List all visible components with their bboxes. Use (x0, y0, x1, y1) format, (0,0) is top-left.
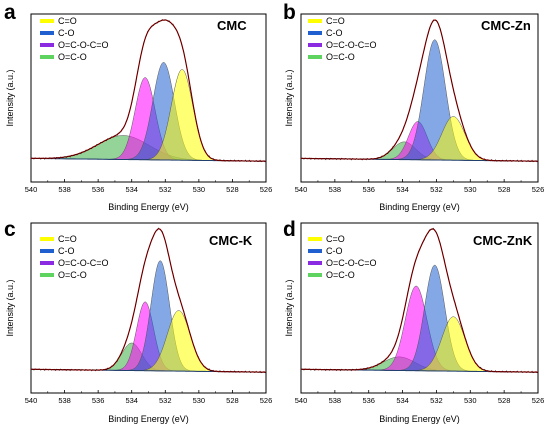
legend-label: C-O (326, 28, 343, 38)
y-axis-title: Intensity (a.u.) (284, 69, 294, 126)
x-tick-label: 540 (25, 185, 38, 194)
x-tick-label: 534 (125, 185, 138, 194)
panel-title: CMC-Zn (481, 18, 531, 33)
x-tick-label: 526 (260, 396, 273, 405)
x-axis-title: Binding Energy (eV) (379, 202, 460, 212)
legend-label: C=O (326, 234, 345, 244)
raw-data-line (30, 19, 267, 163)
legend-label: O=C-O-C=O (326, 258, 377, 268)
raw-data-line (30, 227, 267, 374)
legend: C=O C-O O=C-O-C=O O=C-O (40, 234, 109, 280)
x-axis-title: Binding Energy (eV) (108, 202, 189, 212)
panel-c: 540 538 536 534 532 530 528 526 Binding Energy (… (4, 218, 272, 424)
legend-label: O=C-O (326, 52, 355, 62)
legend-label: C=O (58, 16, 77, 26)
x-tick-label: 532 (159, 185, 172, 194)
legend-swatch (308, 55, 322, 59)
legend-label: C-O (58, 246, 75, 256)
x-axis-title: Binding Energy (eV) (379, 414, 460, 424)
x-tick-label: 534 (396, 185, 409, 194)
legend: C=O C-O O=C-O-C=O O=C-O (308, 16, 377, 62)
legend-swatch (40, 261, 54, 265)
x-tick-label: 530 (464, 396, 477, 405)
x-tick-label: 538 (58, 185, 71, 194)
panel-b: 540 538 536 534 532 530 528 526 Binding Energy (… (283, 1, 544, 212)
legend-swatch (308, 237, 322, 241)
x-tick-label: 530 (464, 185, 477, 194)
x-tick-label: 528 (226, 185, 239, 194)
legend-swatch (40, 31, 54, 35)
panel-title: CMC-ZnK (473, 233, 533, 248)
legend-swatch (308, 261, 322, 265)
panel-title: CMC (217, 18, 247, 33)
y-axis-title: Intensity (a.u.) (5, 279, 15, 336)
x-tick-label: 528 (498, 185, 511, 194)
x-tick-label: 528 (226, 396, 239, 405)
x-axis-title: Binding Energy (eV) (108, 414, 189, 424)
panel-letter: c (4, 218, 16, 241)
x-tick-label: 536 (362, 185, 375, 194)
legend-label: C-O (58, 28, 75, 38)
legend-label: O=C-O (326, 270, 355, 280)
x-tick-label: 530 (193, 396, 206, 405)
legend-label: O=C-O (58, 52, 87, 62)
panel-a: 540 538 536 534 532 530 528 526 Binding Energy (… (4, 1, 272, 212)
x-tick-label: 536 (362, 396, 375, 405)
panel-d: 540 538 536 534 532 530 528 526 Binding Energy (… (283, 218, 544, 424)
panel-letter: b (283, 1, 296, 24)
x-tick-label: 526 (260, 185, 273, 194)
x-tick-label: 540 (295, 396, 308, 405)
x-tick-label: 536 (92, 396, 105, 405)
legend: C=O C-O O=C-O-C=O O=C-O (40, 16, 109, 62)
legend-label: C-O (326, 246, 343, 256)
x-tick-label: 528 (498, 396, 511, 405)
raw-data-line (300, 19, 539, 163)
x-tick-label: 532 (430, 396, 443, 405)
x-tick-label: 534 (396, 396, 409, 405)
legend-swatch (308, 273, 322, 277)
legend-swatch (40, 273, 54, 277)
y-axis-title: Intensity (a.u.) (5, 69, 15, 126)
legend-swatch (308, 43, 322, 47)
y-axis-title: Intensity (a.u.) (284, 279, 294, 336)
x-tick-label: 534 (125, 396, 138, 405)
legend-swatch (308, 249, 322, 253)
legend-label: C=O (326, 16, 345, 26)
legend-label: O=C-O-C=O (58, 40, 109, 50)
legend-label: O=C-O-C=O (58, 258, 109, 268)
x-tick-label: 540 (25, 396, 38, 405)
legend-swatch (40, 19, 54, 23)
legend-label: O=C-O-C=O (326, 40, 377, 50)
x-tick-label: 530 (193, 185, 206, 194)
x-tick-label: 526 (532, 396, 545, 405)
x-tick-label: 538 (329, 396, 342, 405)
legend-swatch (40, 43, 54, 47)
x-tick-label: 538 (58, 396, 71, 405)
legend: C=O C-O O=C-O-C=O O=C-O (308, 234, 377, 280)
x-tick-label: 526 (532, 185, 545, 194)
panel-letter: a (4, 1, 16, 24)
legend-swatch (40, 55, 54, 59)
x-tick-label: 538 (329, 185, 342, 194)
x-tick-label: 536 (92, 185, 105, 194)
panel-letter: d (283, 218, 296, 241)
legend-label: O=C-O (58, 270, 87, 280)
legend-swatch (308, 31, 322, 35)
panel-title: CMC-K (209, 233, 253, 248)
legend-swatch (40, 237, 54, 241)
raw-data-line (300, 227, 539, 374)
legend-label: C=O (58, 234, 77, 244)
x-tick-label: 532 (159, 396, 172, 405)
x-tick-label: 532 (430, 185, 443, 194)
x-tick-label: 540 (295, 185, 308, 194)
legend-swatch (40, 249, 54, 253)
legend-swatch (308, 19, 322, 23)
